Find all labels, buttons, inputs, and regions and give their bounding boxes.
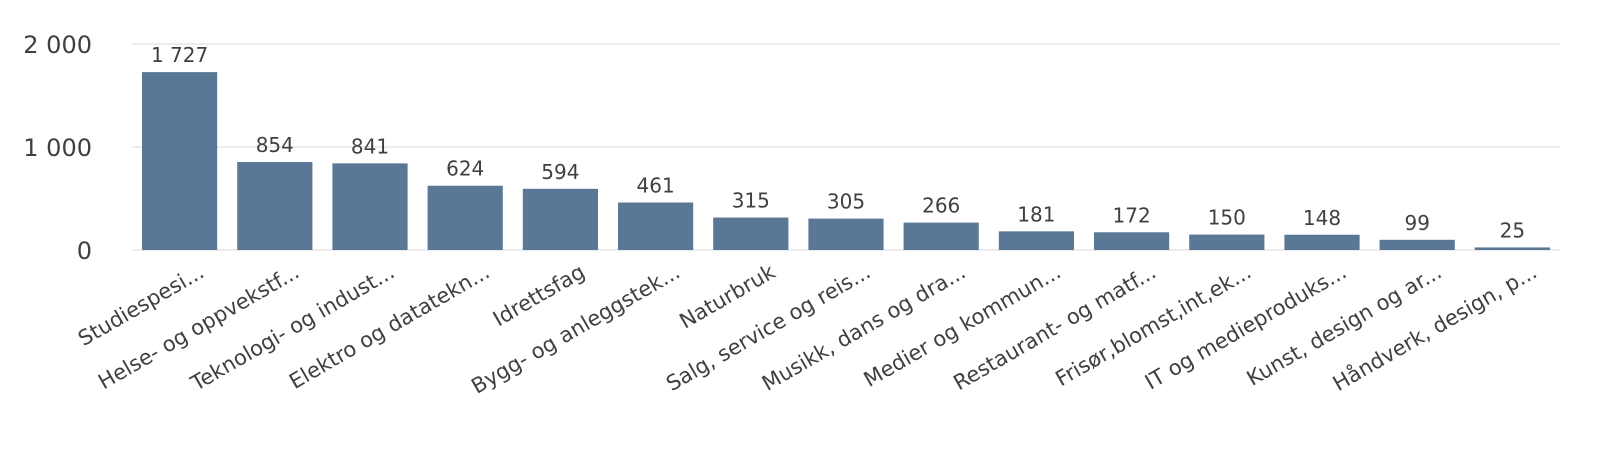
data-label: 594	[541, 160, 579, 184]
bar	[522, 188, 599, 250]
bar	[1379, 239, 1455, 250]
bar	[427, 185, 503, 250]
bar	[808, 218, 884, 250]
data-labels: 1 727 854 841 624 594 461 315 305 266 181 172 150 14…	[151, 43, 1525, 242]
y-axis-tick-labels: 0 1 000 2 000	[23, 31, 92, 265]
bar	[1474, 247, 1551, 250]
data-label: 315	[732, 189, 770, 213]
bar	[237, 162, 313, 250]
bar	[141, 72, 218, 250]
data-label: 99	[1404, 211, 1429, 235]
data-label: 266	[922, 194, 960, 218]
y-tick-label: 0	[77, 237, 92, 265]
y-tick-label: 1 000	[23, 134, 92, 162]
data-label: 461	[637, 174, 675, 198]
bar	[617, 202, 694, 250]
y-tick-label: 2 000	[23, 31, 92, 59]
data-label: 305	[827, 190, 865, 214]
bar	[903, 222, 979, 250]
data-label: 624	[446, 157, 484, 181]
bar	[1189, 234, 1265, 250]
x-axis-tick-labels: Studiespesi...Helse- og oppvekstf...Tekn…	[74, 259, 1541, 399]
data-label: 841	[351, 134, 389, 158]
data-label: 854	[256, 133, 294, 157]
data-label: 181	[1017, 202, 1055, 226]
data-label: 1 727	[151, 43, 208, 67]
data-label: 150	[1208, 206, 1246, 230]
data-label: 148	[1303, 206, 1341, 230]
bar	[1284, 234, 1360, 250]
bar	[998, 231, 1075, 250]
data-label: 25	[1500, 218, 1525, 242]
bar	[713, 217, 789, 250]
bars	[141, 72, 1551, 250]
bar	[1093, 232, 1170, 250]
bar	[332, 163, 408, 250]
data-label: 172	[1113, 203, 1151, 227]
